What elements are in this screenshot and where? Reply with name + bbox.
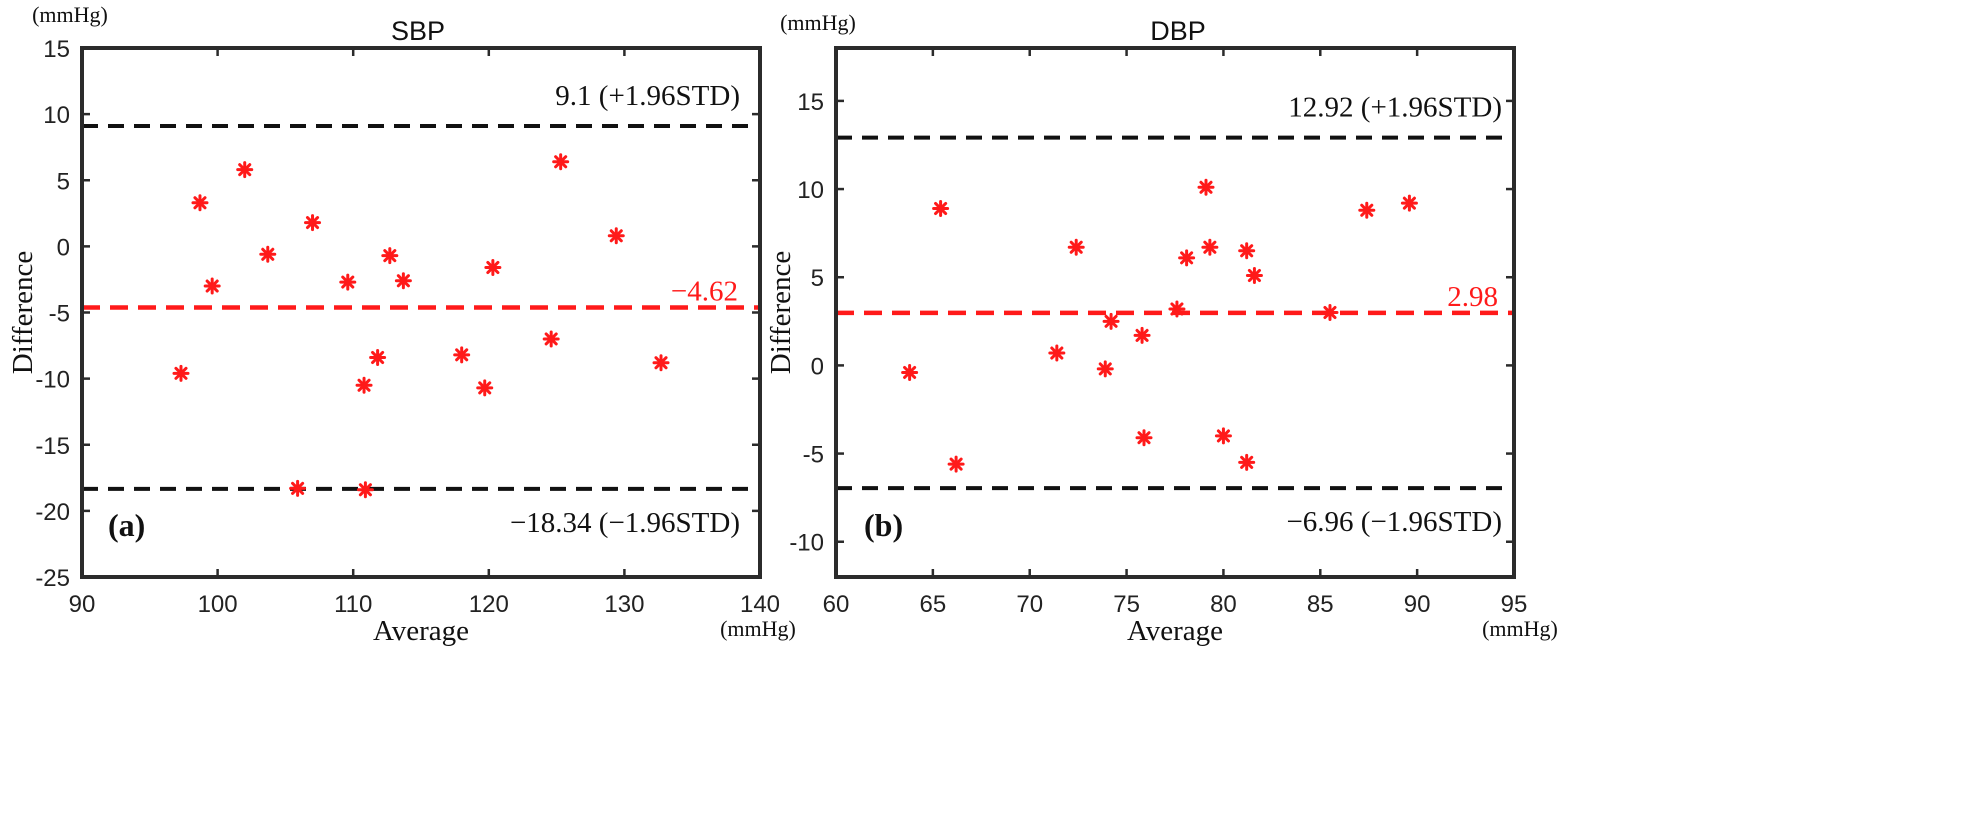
- panel-a-data-point: [191, 194, 209, 212]
- panel-a-data-point: [356, 481, 374, 499]
- panel-a-data-point: [484, 259, 502, 277]
- panel-a-x-tick-label: 100: [198, 591, 238, 618]
- panel-a-data-point: [172, 364, 190, 382]
- panel-b-data-point: [1067, 238, 1085, 256]
- panel-b-x-axis-label: Average: [1127, 615, 1223, 647]
- panel-a-y-tick-label: 15: [43, 36, 70, 63]
- panel-a-data-point: [552, 153, 570, 171]
- panel-a-x-tick-label: 120: [469, 591, 509, 618]
- panel-b-title: DBP: [1150, 16, 1206, 46]
- panel-b-x-unit-label: (mmHg): [1482, 616, 1558, 641]
- panel-a-x-tick-label: 130: [604, 591, 644, 618]
- panel-a-y-tick-label: -5: [49, 301, 70, 328]
- panel-a-data-point: [304, 214, 322, 232]
- panel-a-sbp: -25 -20 -15 -10 -5 0 5 10 15 90 100 110 120 130 140 9.1…: [7, 2, 796, 647]
- panel-b-y-tick-label: -5: [803, 442, 824, 469]
- panel-a-x-tick-label: 110: [334, 591, 372, 618]
- panel-b-data-point: [1133, 326, 1151, 344]
- panel-a-mean-label: −4.62: [671, 275, 738, 307]
- panel-b-axes-frame: [834, 46, 1516, 579]
- panel-a-y-tick-label: 10: [43, 102, 70, 129]
- panel-a-data-point: [339, 273, 357, 291]
- panel-b-data-point: [1214, 427, 1232, 445]
- panel-a-data-point: [289, 479, 307, 497]
- panel-b-lower-loa-label: −6.96 (−1.96STD): [1286, 506, 1502, 538]
- panel-b-x-tick-label: 95: [1501, 591, 1528, 618]
- panel-b-data-point: [1168, 300, 1186, 318]
- panel-a-data-point: [259, 245, 277, 263]
- panel-b-panel-letter: (b): [864, 507, 903, 543]
- panel-b-x-tick-label: 80: [1210, 591, 1237, 618]
- panel-a-x-axis-label: Average: [373, 615, 469, 647]
- panel-a-panel-letter: (a): [108, 507, 145, 543]
- panel-a-y-tick-label: -10: [35, 367, 70, 394]
- panel-b-y-unit-label: (mmHg): [780, 10, 856, 35]
- panel-a-x-unit-label: (mmHg): [720, 616, 796, 641]
- panel-a-x-tick-label: 140: [740, 591, 780, 618]
- panel-a-y-tick-label: 0: [57, 234, 70, 261]
- panel-b-y-tick-label: 10: [797, 177, 824, 204]
- panel-b-data-point: [1197, 178, 1215, 196]
- panel-a-y-tick-label: -25: [35, 565, 70, 592]
- panel-b-data-point: [1400, 194, 1418, 212]
- panel-a-y-tick-label: 5: [57, 168, 70, 195]
- panel-b-data-point: [901, 363, 919, 381]
- panel-b-data-point: [1102, 312, 1120, 330]
- panel-b-x-tick-label: 75: [1113, 591, 1140, 618]
- panel-a-data-point: [355, 376, 373, 394]
- panel-a-data-point: [394, 272, 412, 290]
- panel-b-data-point: [1358, 201, 1376, 219]
- panel-b-y-axis-label: Difference: [765, 251, 797, 374]
- panel-b-x-tick-label: 70: [1016, 591, 1043, 618]
- panel-a-data-point: [542, 330, 560, 348]
- panel-b-x-tick-label: 60: [823, 591, 850, 618]
- panel-b-data-point: [1096, 360, 1114, 378]
- panel-b-upper-loa-label: 12.92 (+1.96STD): [1288, 92, 1502, 124]
- panel-a-data-point: [203, 277, 221, 295]
- panel-a-data-point: [369, 348, 387, 366]
- panel-b-data-point: [1245, 266, 1263, 284]
- panel-a-data-point: [476, 379, 494, 397]
- panel-a-data-point: [652, 354, 670, 372]
- panel-a-title: SBP: [391, 16, 445, 46]
- panel-b-data-point: [1238, 242, 1256, 260]
- panel-b-y-tick-label: 0: [811, 353, 824, 380]
- panel-b-y-tick-label: 5: [811, 265, 824, 292]
- panel-b-x-tick-label: 65: [920, 591, 947, 618]
- panel-a-upper-loa-label: 9.1 (+1.96STD): [555, 80, 740, 112]
- panel-a-y-axis-label: Difference: [7, 251, 39, 374]
- panel-a-data-point: [236, 161, 254, 179]
- panel-b-x-tick-label: 90: [1404, 591, 1431, 618]
- panel-b-data-point: [932, 199, 950, 217]
- panel-b-y-tick-label: -10: [789, 530, 824, 557]
- panel-a-data-point: [607, 227, 625, 245]
- panel-a-data-point: [453, 346, 471, 364]
- panel-b-dbp: -10 -5 0 5 10 15 60 65 70 75 80 85 90 95 12.92 (+1.96S…: [765, 10, 1558, 647]
- panel-b-data-point: [1321, 304, 1339, 321]
- panel-a-lower-loa-label: −18.34 (−1.96STD): [510, 507, 740, 539]
- panel-b-data-point: [947, 455, 965, 473]
- panel-a-y-tick-label: -15: [35, 433, 70, 460]
- panel-a-x-tick-label: 90: [69, 591, 96, 618]
- panel-b-data-point: [1048, 344, 1066, 362]
- panel-b-data-point: [1238, 453, 1256, 471]
- panel-b-x-tick-label: 85: [1307, 591, 1334, 618]
- panel-a-data-point: [381, 247, 399, 265]
- panel-a-y-unit-label: (mmHg): [32, 2, 108, 27]
- panel-b-data-point: [1135, 429, 1153, 447]
- panel-b-data-point: [1178, 249, 1196, 267]
- panel-b-y-tick-label: 15: [797, 89, 824, 116]
- panel-a-y-tick-label: -20: [35, 499, 70, 526]
- panel-b-mean-label: 2.98: [1447, 281, 1498, 313]
- panel-b-data-point: [1201, 238, 1219, 256]
